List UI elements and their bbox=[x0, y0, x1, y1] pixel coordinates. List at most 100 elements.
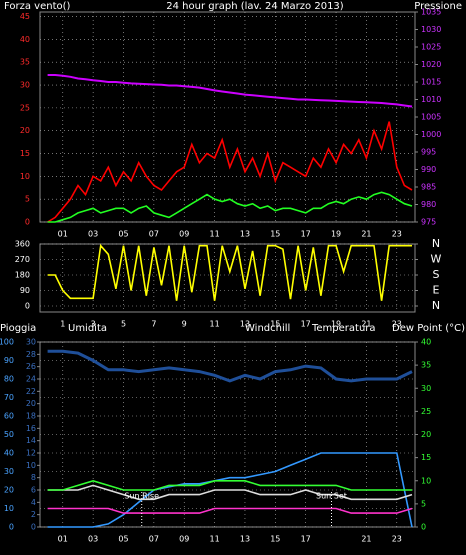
y2-tick-label: 1000 bbox=[421, 130, 441, 139]
x-tick-label: 3 bbox=[91, 320, 96, 329]
series-line bbox=[47, 74, 413, 108]
series-line bbox=[47, 479, 412, 491]
y2-tick-label: 40 bbox=[421, 338, 431, 347]
x-tick-label: 13 bbox=[240, 535, 250, 544]
x-tick-label: 9 bbox=[182, 320, 187, 329]
legend-entry: Windchill bbox=[245, 323, 290, 334]
y2-tick-label: 995 bbox=[421, 148, 436, 157]
y2-tick-label: 1030 bbox=[421, 25, 441, 34]
y3-tick-label: 4 bbox=[31, 498, 36, 507]
y-tick-label: 40 bbox=[4, 449, 14, 458]
y-tick-label: 100 bbox=[0, 338, 14, 347]
y2-tick-label: 10 bbox=[421, 476, 431, 485]
y2-tick-label: 1005 bbox=[421, 113, 441, 122]
x-tick-label: 03 bbox=[88, 230, 98, 239]
series-line bbox=[47, 191, 413, 223]
y-tick-label: 270 bbox=[15, 255, 30, 264]
series-line bbox=[47, 507, 413, 514]
y3-tick-label: 0 bbox=[31, 523, 36, 532]
y3-tick-label: 30 bbox=[26, 338, 36, 347]
legend-entry: Forza vento() bbox=[4, 1, 71, 12]
y-tick-label: 80 bbox=[4, 375, 14, 384]
x-tick-label: 11 bbox=[210, 230, 220, 239]
y-tick-label: 90 bbox=[20, 286, 30, 295]
annotation-label: Sun Set bbox=[316, 492, 347, 501]
x-tick-label: 11 bbox=[210, 535, 220, 544]
y-tick-label: 5 bbox=[25, 195, 30, 204]
y2-tick-label: W bbox=[431, 253, 442, 266]
x-tick-label: 23 bbox=[392, 320, 402, 329]
y-tick-label: 30 bbox=[20, 81, 30, 90]
y3-tick-label: 26 bbox=[26, 362, 36, 371]
y2-tick-label: 975 bbox=[421, 218, 436, 227]
x-tick-label: 21 bbox=[361, 320, 371, 329]
y3-tick-label: 22 bbox=[26, 387, 36, 396]
x-tick-label: 23 bbox=[392, 230, 402, 239]
y-tick-label: 60 bbox=[4, 412, 14, 421]
y2-tick-label: 30 bbox=[421, 384, 431, 393]
x-tick-label: 03 bbox=[88, 535, 98, 544]
x-tick-label: 05 bbox=[118, 535, 128, 544]
x-tick-label: 17 bbox=[301, 535, 311, 544]
y-tick-label: 10 bbox=[4, 504, 14, 513]
y-tick-label: 0 bbox=[25, 302, 30, 311]
y3-tick-label: 6 bbox=[31, 486, 36, 495]
y-tick-label: 10 bbox=[20, 172, 30, 181]
y2-tick-label: 980 bbox=[421, 200, 436, 209]
x-tick-label: 01 bbox=[58, 535, 68, 544]
y3-tick-label: 16 bbox=[26, 424, 36, 433]
y3-tick-label: 8 bbox=[31, 473, 36, 482]
y-tick-label: 35 bbox=[20, 58, 30, 67]
y-tick-label: 45 bbox=[20, 12, 30, 21]
x-tick-label: 09 bbox=[179, 535, 189, 544]
y2-tick-label: 1035 bbox=[421, 8, 441, 17]
annotation-label: Sun Rise bbox=[124, 492, 159, 501]
x-tick-label: 13 bbox=[240, 320, 250, 329]
x-tick-label: 19 bbox=[331, 230, 341, 239]
y2-tick-label: E bbox=[433, 284, 440, 297]
plot-frame bbox=[39, 243, 416, 313]
y-tick-label: 30 bbox=[4, 467, 14, 476]
x-tick-label: 23 bbox=[392, 535, 402, 544]
x-tick-label: 07 bbox=[149, 535, 159, 544]
y2-tick-label: 0 bbox=[421, 523, 426, 532]
y2-tick-label: 5 bbox=[421, 499, 426, 508]
x-tick-label: 21 bbox=[361, 230, 371, 239]
y2-tick-label: S bbox=[433, 268, 440, 281]
series-line bbox=[47, 484, 413, 501]
y-tick-label: 0 bbox=[25, 218, 30, 227]
x-tick-label: 15 bbox=[270, 535, 280, 544]
legend-entry: Dew Point (°C) bbox=[392, 323, 465, 334]
y-tick-label: 180 bbox=[15, 271, 30, 280]
y2-tick-label: N bbox=[432, 237, 440, 250]
y2-tick-label: N bbox=[432, 299, 440, 312]
x-tick-label: 5 bbox=[121, 320, 126, 329]
y-tick-label: 15 bbox=[20, 149, 30, 158]
y-tick-label: 50 bbox=[4, 430, 14, 439]
x-tick-label: 17 bbox=[301, 230, 311, 239]
x-tick-label: 11 bbox=[210, 320, 220, 329]
series-line bbox=[47, 452, 413, 528]
x-tick-label: 15 bbox=[270, 320, 280, 329]
y2-tick-label: 25 bbox=[421, 407, 431, 416]
y-tick-label: 360 bbox=[15, 240, 30, 249]
y3-tick-label: 12 bbox=[26, 449, 36, 458]
y-tick-label: 20 bbox=[20, 126, 30, 135]
y3-tick-label: 14 bbox=[26, 436, 36, 445]
legend-entry: Umidita bbox=[68, 323, 107, 334]
y-tick-label: 70 bbox=[4, 393, 14, 402]
y2-tick-label: 15 bbox=[421, 453, 431, 462]
y2-tick-label: 20 bbox=[421, 430, 431, 439]
x-tick-label: 05 bbox=[118, 230, 128, 239]
y-tick-label: 20 bbox=[4, 486, 14, 495]
y-tick-label: 40 bbox=[20, 35, 30, 44]
y2-tick-label: 1015 bbox=[421, 78, 441, 87]
y3-tick-label: 24 bbox=[26, 375, 36, 384]
y2-tick-label: 990 bbox=[421, 165, 436, 174]
y3-tick-label: 28 bbox=[26, 350, 36, 359]
chart-title: 24 hour graph (lav. 24 Marzo 2013) bbox=[166, 1, 344, 12]
y2-tick-label: 1025 bbox=[421, 43, 441, 52]
y3-tick-label: 20 bbox=[26, 399, 36, 408]
x-tick-label: 17 bbox=[301, 320, 311, 329]
